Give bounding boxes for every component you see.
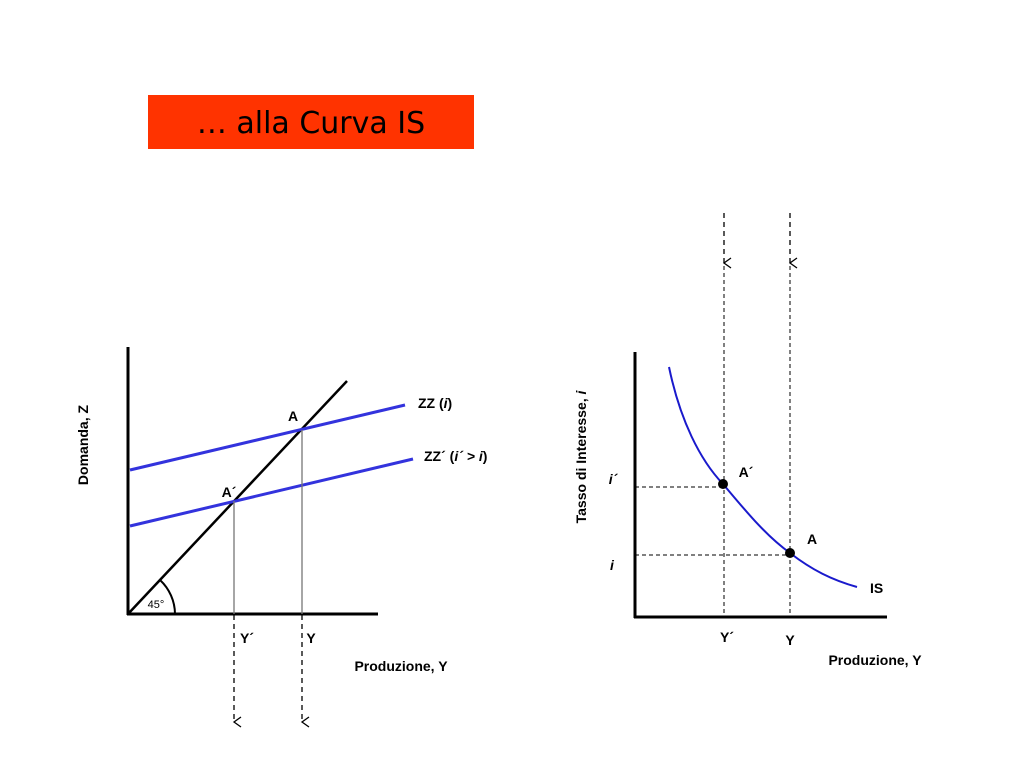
x-axis-label: Produzione, Y xyxy=(828,652,922,668)
left-diagram: Domanda, Z Produzione, Y ZZ (i) ZZ´ (i´ … xyxy=(75,347,487,728)
point-label: A´ xyxy=(739,464,754,480)
curve-label: IS xyxy=(870,580,883,596)
zz-prime-line xyxy=(129,457,414,528)
x-label: Y xyxy=(785,632,795,648)
right-diagram: Tasso di Interesse, i Produzione, Y i´ i… xyxy=(573,213,922,668)
y-axis-label: Domanda, Z xyxy=(75,404,91,485)
y-axis-label: Tasso di Interesse, i xyxy=(573,389,589,523)
is-curve xyxy=(668,366,858,588)
zz-prime-label: ZZ´ (i´ > i) xyxy=(424,448,487,464)
x-label: Y xyxy=(306,630,316,646)
point xyxy=(785,548,795,558)
x-label: Y´ xyxy=(240,630,254,646)
point-label: A xyxy=(288,408,298,424)
y-label: i xyxy=(610,557,615,573)
x-axis-label: Produzione, Y xyxy=(354,658,448,674)
title: … alla Curva IS xyxy=(197,106,425,141)
point xyxy=(718,479,728,489)
zz-label: ZZ (i) xyxy=(418,395,452,411)
line-45 xyxy=(127,380,348,615)
angle-arc xyxy=(159,579,176,615)
point-label: A´ xyxy=(222,484,237,500)
title-box xyxy=(148,95,474,149)
zz-line xyxy=(129,403,406,472)
point-label: A xyxy=(807,531,817,547)
angle-label: 45° xyxy=(148,599,165,611)
y-label: i´ xyxy=(609,471,619,487)
x-label: Y´ xyxy=(720,629,734,645)
